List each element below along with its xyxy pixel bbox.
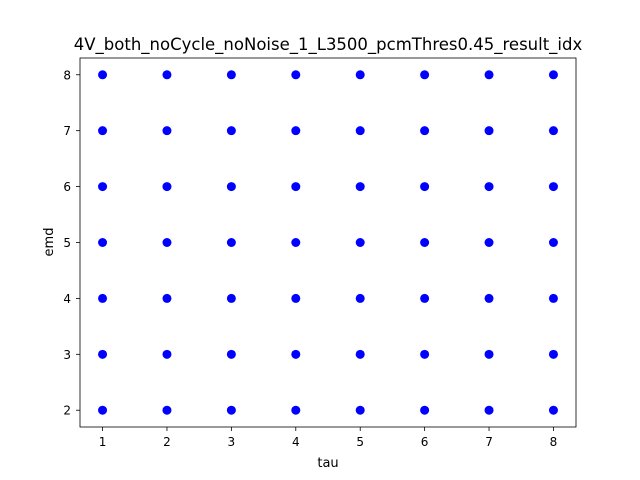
data-point — [420, 293, 430, 303]
data-point — [484, 349, 494, 359]
x-tick-label: 8 — [550, 435, 558, 449]
y-tick-label: 8 — [63, 68, 71, 82]
data-point — [484, 70, 494, 80]
data-point — [226, 126, 236, 136]
data-point — [420, 349, 430, 359]
x-tick-label: 1 — [99, 435, 107, 449]
x-tick-label: 7 — [485, 435, 493, 449]
y-tick-label: 5 — [63, 236, 71, 250]
data-point — [548, 405, 558, 415]
data-point — [355, 349, 365, 359]
data-point — [291, 182, 301, 192]
chart-title: 4V_both_noCycle_noNoise_1_L3500_pcmThres… — [74, 35, 583, 55]
data-point — [355, 126, 365, 136]
data-point — [420, 182, 430, 192]
data-point — [226, 293, 236, 303]
data-point — [291, 70, 301, 80]
data-point — [484, 126, 494, 136]
y-tick-label: 4 — [63, 292, 71, 306]
data-point — [484, 293, 494, 303]
data-point — [355, 293, 365, 303]
data-point — [162, 405, 172, 415]
data-point — [420, 70, 430, 80]
x-tick-label: 3 — [228, 435, 236, 449]
data-point — [226, 182, 236, 192]
data-point — [291, 126, 301, 136]
x-tick-label: 2 — [163, 435, 171, 449]
data-point — [162, 238, 172, 247]
x-tick-label: 6 — [421, 435, 429, 449]
data-point — [226, 70, 236, 80]
y-axis-label: emd — [42, 228, 57, 257]
data-point — [355, 70, 365, 80]
data-points — [98, 70, 558, 415]
data-point — [548, 182, 558, 192]
x-axis-label: tau — [317, 456, 338, 471]
data-point — [484, 238, 494, 247]
data-point — [98, 182, 108, 192]
data-point — [162, 70, 172, 80]
data-point — [548, 349, 558, 359]
data-point — [291, 238, 301, 247]
x-tick-label: 4 — [292, 435, 300, 449]
y-tick-label: 2 — [63, 404, 71, 418]
data-point — [291, 405, 301, 415]
data-point — [291, 293, 301, 303]
data-point — [291, 349, 301, 359]
data-point — [355, 238, 365, 247]
x-axis-ticks: 1 2 3 4 5 6 7 8 — [99, 427, 558, 449]
data-point — [226, 405, 236, 415]
data-point — [162, 293, 172, 303]
data-point — [226, 238, 236, 247]
data-point — [355, 182, 365, 192]
data-point — [548, 126, 558, 136]
data-point — [484, 405, 494, 415]
data-point — [355, 405, 365, 415]
data-point — [420, 238, 430, 247]
y-tick-label: 6 — [63, 180, 71, 194]
data-point — [226, 349, 236, 359]
data-point — [98, 349, 108, 359]
x-tick-label: 5 — [356, 435, 364, 449]
y-tick-label: 3 — [63, 348, 71, 362]
data-point — [162, 126, 172, 136]
y-axis-ticks: 2 3 4 5 6 7 8 — [63, 68, 80, 418]
data-point — [98, 126, 108, 136]
data-point — [98, 293, 108, 303]
y-tick-label: 7 — [63, 124, 71, 138]
data-point — [420, 405, 430, 415]
data-point — [98, 70, 108, 80]
data-point — [162, 182, 172, 192]
data-point — [548, 70, 558, 80]
data-point — [420, 126, 430, 136]
data-point — [98, 238, 108, 247]
data-point — [484, 182, 494, 192]
plot-frame — [79, 57, 577, 428]
data-point — [162, 349, 172, 359]
data-point — [548, 238, 558, 247]
data-point — [548, 293, 558, 303]
data-point — [98, 405, 108, 415]
